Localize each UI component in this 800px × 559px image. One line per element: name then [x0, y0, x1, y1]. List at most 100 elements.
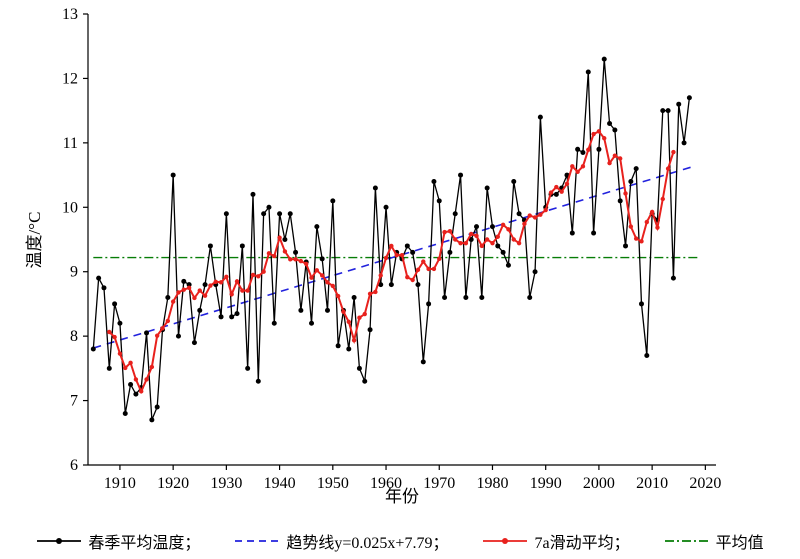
spring-temp-point — [101, 285, 107, 291]
moving-avg-point — [149, 364, 155, 370]
spring-temp-point — [351, 294, 357, 300]
spring-temp-point — [665, 108, 671, 114]
spring-temp-point — [255, 378, 261, 384]
moving-avg-point — [256, 274, 261, 279]
spring-temp-point — [474, 224, 480, 230]
spring-temp-point — [165, 294, 171, 300]
spring-temp-point — [383, 204, 389, 210]
y-tick-label: 6 — [70, 457, 78, 474]
spring-temp-point — [415, 282, 421, 288]
spring-temp-point — [277, 211, 283, 217]
moving-avg-point — [266, 251, 272, 256]
x-tick-label: 1960 — [370, 475, 402, 492]
spring-temp-point — [575, 146, 581, 152]
spring-temp-point — [362, 378, 368, 384]
moving-avg-point — [628, 224, 634, 229]
legend-swatch-solid-dot — [483, 538, 528, 544]
moving-avg-point — [479, 243, 485, 249]
moving-avg-point — [447, 229, 453, 234]
spring-temp-point — [324, 307, 330, 313]
moving-avg-point — [293, 257, 298, 262]
moving-avg-point — [442, 229, 447, 235]
moving-avg-point — [357, 315, 362, 320]
moving-avg-point — [378, 273, 383, 278]
moving-avg-point — [208, 283, 213, 288]
moving-avg-point — [362, 311, 367, 317]
moving-avg-point — [399, 252, 405, 258]
spring-temp-point — [186, 282, 192, 288]
moving-avg-point — [298, 258, 304, 264]
moving-avg-point — [351, 338, 357, 343]
spring-temp-point — [686, 95, 692, 101]
spring-temp-point — [484, 185, 490, 191]
moving-avg-point — [144, 377, 149, 382]
moving-avg-point — [474, 233, 479, 239]
moving-avg-point — [468, 231, 474, 237]
spring-temp-point — [447, 249, 453, 255]
moving-avg-point — [240, 288, 245, 293]
x-tick-label: 1910 — [104, 475, 136, 492]
spring-temp-point — [591, 230, 597, 236]
legend-label: 春季平均温度； — [88, 535, 201, 552]
spring-temp-point — [250, 191, 256, 197]
spring-temp-point — [527, 294, 533, 300]
spring-temp-point — [149, 417, 155, 423]
spring-temp-point — [436, 198, 442, 204]
spring-temp-point — [495, 243, 501, 249]
chart-canvas: 6 7 8 9 10 11 12 13 1910 1920 1930 1940 1950 1960 1970… — [25, 6, 721, 506]
moving-avg-point — [511, 237, 516, 242]
moving-avg-point — [176, 290, 181, 295]
moving-avg-point — [453, 237, 458, 242]
x-tick-label: 1990 — [530, 475, 562, 492]
y-tick-label: 13 — [62, 6, 78, 23]
chart-legend: 春季平均温度； 趋势线y=0.025x+7.79； 7a滑动平均； 平均值 — [0, 529, 800, 553]
legend-swatch-dash-dot — [664, 540, 709, 542]
moving-avg-point — [245, 288, 250, 293]
moving-avg-point — [181, 287, 186, 292]
spring-temp-point — [112, 301, 118, 307]
spring-temp-point — [356, 365, 362, 371]
moving-avg-point — [596, 129, 602, 134]
moving-avg-point — [564, 181, 570, 187]
spring-temp-point — [633, 166, 639, 172]
moving-avg-point — [341, 309, 346, 314]
moving-avg-point — [580, 164, 586, 169]
moving-avg-point — [154, 333, 160, 338]
moving-avg-point — [522, 221, 527, 227]
spring-temp-point — [282, 237, 288, 242]
moving-avg-point — [415, 267, 421, 273]
moving-avg-point — [437, 256, 442, 262]
y-tick-label: 9 — [70, 264, 78, 281]
moving-avg-point — [538, 212, 543, 217]
spring-temp-point — [287, 211, 293, 217]
spring-temp-point — [479, 294, 485, 300]
spring-temp-point — [144, 330, 150, 336]
moving-avg-point — [426, 266, 431, 272]
moving-avg-point — [383, 255, 389, 261]
moving-avg-point — [197, 288, 202, 293]
spring-temp-point — [426, 301, 432, 307]
spring-temp-point — [601, 56, 607, 62]
spring-temp-point — [569, 230, 575, 236]
x-tick-label: 2000 — [583, 475, 615, 492]
moving-avg-point — [389, 243, 394, 249]
moving-avg-point — [421, 259, 426, 264]
moving-avg-point — [319, 273, 325, 278]
moving-avg-point — [532, 215, 538, 220]
spring-temp-point — [170, 172, 176, 178]
legend-label: 趋势线y=0.025x+7.79； — [286, 535, 449, 552]
spring-temp-point — [463, 294, 469, 300]
spring-temp-line — [92, 59, 691, 421]
spring-temp-point — [532, 269, 538, 275]
y-tick-label: 12 — [62, 70, 78, 87]
spring-temp-point — [670, 275, 676, 281]
x-tick-label: 1980 — [476, 475, 508, 492]
spring-temp-point — [90, 346, 96, 352]
spring-temp-point — [431, 179, 437, 185]
spring-temp-point — [335, 343, 341, 349]
spring-temp-point — [122, 410, 128, 416]
moving-avg-point — [213, 279, 218, 285]
moving-avg-point — [261, 269, 266, 274]
moving-avg-point — [250, 272, 256, 278]
moving-avg-point — [586, 147, 591, 152]
